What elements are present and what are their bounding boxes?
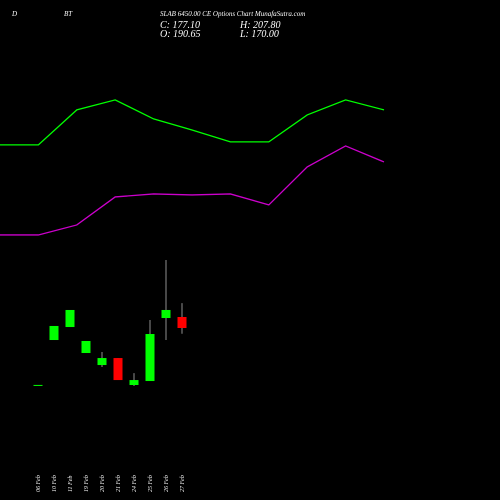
x-tick-label: 11 Feb <box>68 476 74 492</box>
candle-body <box>161 309 171 319</box>
low-label: L: 170.00 <box>239 29 279 40</box>
x-tick-label: 19 Feb <box>84 475 90 492</box>
x-tick-label: 20 Feb <box>100 475 106 492</box>
x-tick-label: 24 Feb <box>131 475 138 492</box>
x-tick-label: 25 Feb <box>148 475 154 492</box>
indicator-line <box>0 145 385 236</box>
symbol-label: D <box>11 10 17 18</box>
candle-body <box>145 334 155 382</box>
candle-body <box>49 325 59 341</box>
candle-body <box>97 358 107 366</box>
x-tick-label: 06 Feb <box>36 475 42 492</box>
close-label: C: 177.10 <box>160 20 200 31</box>
high-label: H: 207.80 <box>239 20 281 31</box>
x-tick-label: 26 Feb <box>164 475 170 492</box>
candle-body <box>113 358 123 381</box>
x-tick-label: 10 Feb <box>52 475 58 492</box>
chart-title: SLAB 6450.00 CE Options Chart MunafaSutr… <box>160 10 305 18</box>
candle-body <box>33 384 43 386</box>
x-tick-label: 27 Feb <box>180 475 186 492</box>
candle-body <box>65 309 75 328</box>
x-tick-label: 21 Feb <box>116 475 122 492</box>
candle-body <box>81 340 91 354</box>
candle-body <box>177 317 187 329</box>
open-label: O: 190.65 <box>160 29 201 40</box>
candle-body <box>129 380 139 386</box>
indicator-line <box>0 99 385 146</box>
bt-label: BT <box>64 10 73 18</box>
